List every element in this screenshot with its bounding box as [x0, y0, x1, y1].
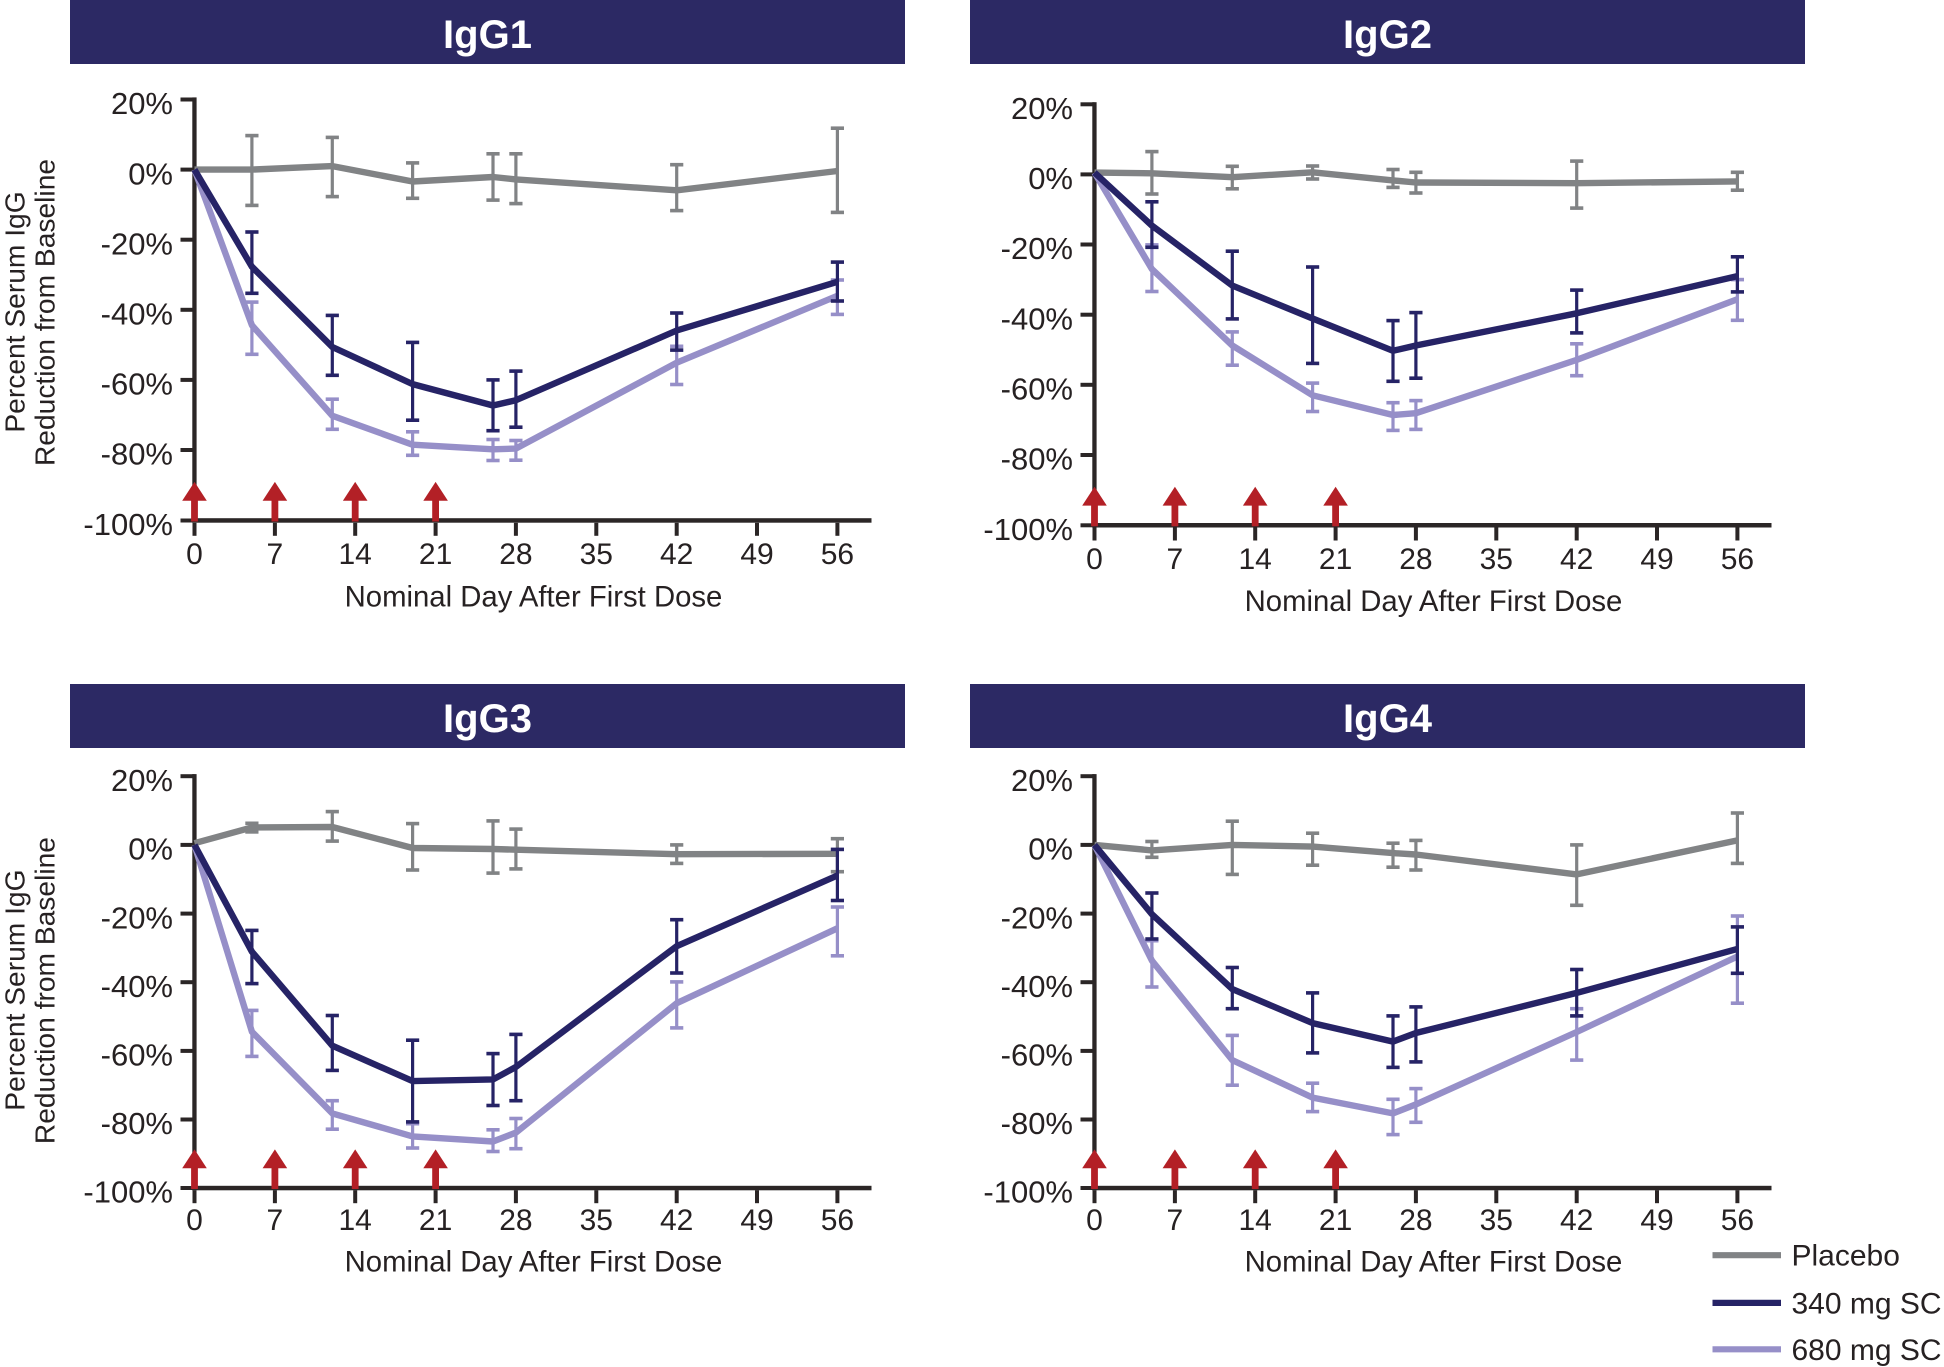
svg-text:20%: 20% — [1011, 91, 1073, 126]
svg-text:-20%: -20% — [1001, 231, 1073, 266]
svg-text:Placebo: Placebo — [1792, 1240, 1900, 1273]
svg-text:-100%: -100% — [983, 1175, 1073, 1210]
svg-text:Reduction from Baseline: Reduction from Baseline — [28, 159, 60, 466]
svg-text:0%: 0% — [1028, 832, 1073, 867]
svg-text:20%: 20% — [1011, 763, 1073, 798]
svg-text:-100%: -100% — [83, 507, 173, 542]
svg-text:Nominal Day After First Dose: Nominal Day After First Dose — [345, 580, 723, 613]
svg-text:14: 14 — [339, 538, 372, 571]
svg-text:-100%: -100% — [83, 1175, 173, 1210]
svg-text:21: 21 — [1319, 1204, 1352, 1237]
svg-text:42: 42 — [1560, 1204, 1593, 1237]
svg-text:28: 28 — [1399, 543, 1432, 576]
svg-text:-80%: -80% — [101, 1106, 173, 1141]
svg-text:35: 35 — [1480, 1204, 1513, 1237]
svg-text:-40%: -40% — [101, 297, 173, 332]
svg-text:56: 56 — [1721, 1204, 1754, 1237]
svg-text:7: 7 — [267, 1204, 284, 1237]
svg-text:56: 56 — [1721, 543, 1754, 576]
svg-text:49: 49 — [1640, 543, 1673, 576]
svg-text:42: 42 — [660, 1204, 693, 1237]
svg-text:21: 21 — [419, 1204, 452, 1237]
svg-text:14: 14 — [339, 1204, 372, 1237]
svg-text:-40%: -40% — [1001, 969, 1073, 1004]
svg-text:-60%: -60% — [1001, 1038, 1073, 1073]
svg-text:21: 21 — [419, 538, 452, 571]
svg-text:-60%: -60% — [1001, 372, 1073, 407]
svg-text:56: 56 — [821, 538, 854, 571]
svg-text:49: 49 — [740, 538, 773, 571]
svg-text:0%: 0% — [1028, 161, 1073, 196]
svg-text:-20%: -20% — [1001, 900, 1073, 935]
svg-text:-20%: -20% — [101, 900, 173, 935]
svg-text:-100%: -100% — [983, 512, 1073, 547]
svg-text:0: 0 — [186, 1204, 203, 1237]
svg-text:-40%: -40% — [1001, 301, 1073, 336]
svg-text:21: 21 — [1319, 543, 1352, 576]
svg-text:Percent Serum IgG: Percent Serum IgG — [0, 191, 31, 432]
svg-text:35: 35 — [580, 1204, 613, 1237]
svg-text:340 mg SC: 340 mg SC — [1792, 1287, 1942, 1320]
svg-text:IgG3: IgG3 — [443, 697, 532, 741]
svg-text:28: 28 — [1399, 1204, 1432, 1237]
svg-text:0: 0 — [1086, 1204, 1103, 1237]
svg-text:Nominal Day After First Dose: Nominal Day After First Dose — [345, 1246, 723, 1279]
svg-text:IgG2: IgG2 — [1343, 13, 1432, 57]
svg-text:56: 56 — [821, 1204, 854, 1237]
svg-text:7: 7 — [1167, 1204, 1184, 1237]
svg-text:49: 49 — [740, 1204, 773, 1237]
svg-text:-20%: -20% — [101, 226, 173, 261]
svg-text:-60%: -60% — [101, 367, 173, 402]
svg-text:Nominal Day After First Dose: Nominal Day After First Dose — [1245, 585, 1623, 618]
svg-text:0: 0 — [186, 538, 203, 571]
svg-text:IgG4: IgG4 — [1343, 697, 1433, 741]
svg-text:0%: 0% — [128, 156, 173, 191]
svg-text:-80%: -80% — [101, 437, 173, 472]
svg-text:49: 49 — [1640, 1204, 1673, 1237]
svg-text:7: 7 — [267, 538, 284, 571]
svg-text:-80%: -80% — [1001, 442, 1073, 477]
svg-text:-80%: -80% — [1001, 1106, 1073, 1141]
svg-text:-60%: -60% — [101, 1038, 173, 1073]
svg-text:0%: 0% — [128, 832, 173, 867]
svg-text:28: 28 — [499, 538, 532, 571]
svg-text:-40%: -40% — [101, 969, 173, 1004]
svg-text:42: 42 — [660, 538, 693, 571]
svg-text:Percent Serum IgG: Percent Serum IgG — [0, 869, 31, 1110]
svg-text:0: 0 — [1086, 543, 1103, 576]
svg-text:680 mg SC: 680 mg SC — [1792, 1334, 1942, 1367]
svg-text:14: 14 — [1239, 1204, 1272, 1237]
svg-text:42: 42 — [1560, 543, 1593, 576]
svg-text:Reduction from Baseline: Reduction from Baseline — [28, 837, 60, 1144]
svg-text:7: 7 — [1167, 543, 1184, 576]
svg-text:Nominal Day After First Dose: Nominal Day After First Dose — [1245, 1246, 1623, 1279]
svg-text:20%: 20% — [111, 86, 173, 121]
svg-text:35: 35 — [580, 538, 613, 571]
svg-text:35: 35 — [1480, 543, 1513, 576]
svg-text:14: 14 — [1239, 543, 1272, 576]
svg-text:28: 28 — [499, 1204, 532, 1237]
svg-text:IgG1: IgG1 — [443, 13, 532, 57]
svg-text:20%: 20% — [111, 763, 173, 798]
